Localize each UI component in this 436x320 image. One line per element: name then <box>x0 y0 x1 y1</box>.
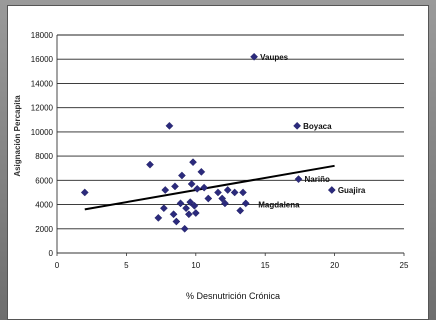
gridlines <box>57 34 404 230</box>
data-point <box>250 52 258 61</box>
data-point <box>182 204 190 213</box>
data-point <box>223 186 232 194</box>
y-tick-label: 16000 <box>31 55 54 64</box>
data-point <box>172 217 181 226</box>
data-point <box>294 175 303 184</box>
annotation-label: Magdalena <box>258 201 300 210</box>
chart-panel <box>7 5 429 320</box>
data-point <box>161 186 170 194</box>
data-point <box>146 160 154 169</box>
data-point <box>218 194 227 203</box>
data-point <box>230 188 239 197</box>
data-point <box>327 186 336 194</box>
data-point <box>178 171 186 180</box>
data-point <box>193 184 202 193</box>
x-tick-label: 0 <box>55 261 60 270</box>
y-axis-title: Asignación Percapita <box>13 95 22 177</box>
y-tick-label: 0 <box>49 249 54 258</box>
axes <box>56 35 405 256</box>
y-tick-label: 18000 <box>31 31 54 40</box>
y-tick-label: 14000 <box>31 79 54 88</box>
data-point <box>221 199 229 208</box>
data-point <box>239 188 247 197</box>
data-point <box>184 210 193 219</box>
trendline <box>84 164 335 211</box>
point-label: Boyaca <box>303 122 332 131</box>
y-tick-label: 12000 <box>31 104 54 113</box>
tick-labels: 0 2000 4000 6000 8000 10000 12000 14000 16000 180… <box>31 31 409 270</box>
point-labels: Vaupes Boyaca Nariño Guajira Magdalena <box>258 53 366 210</box>
data-point <box>200 183 209 192</box>
data-point <box>159 204 168 213</box>
point-label: Guajira <box>338 186 366 195</box>
trendline-group <box>84 164 335 211</box>
data-point <box>191 209 200 217</box>
data-point <box>204 194 213 203</box>
data-point <box>236 206 245 215</box>
data-point <box>80 188 89 197</box>
y-tick-label: 2000 <box>35 225 53 234</box>
data-point <box>197 167 206 176</box>
data-point <box>189 158 197 167</box>
x-tick-label: 25 <box>400 261 409 270</box>
data-point <box>169 210 178 219</box>
data-point <box>186 198 195 207</box>
y-tick-label: 10000 <box>31 128 54 137</box>
data-point <box>180 224 189 233</box>
data-point <box>154 213 163 222</box>
point-label: Nariño <box>305 175 330 184</box>
y-tick-label: 8000 <box>35 152 53 161</box>
x-axis-title: % Desnutrición Crónica <box>186 291 280 301</box>
data-point <box>214 188 222 197</box>
x-tick-label: 5 <box>124 261 129 270</box>
x-tick-label: 10 <box>191 261 200 270</box>
data-point <box>165 121 174 130</box>
point-label: Vaupes <box>260 53 289 62</box>
data-point <box>171 182 179 191</box>
data-point <box>241 199 250 208</box>
data-point <box>293 121 302 130</box>
y-tick-label: 4000 <box>35 201 53 210</box>
data-point <box>190 201 199 210</box>
data-point <box>176 199 185 208</box>
x-tick-label: 20 <box>330 261 339 270</box>
data-points <box>80 52 336 233</box>
x-tick-label: 15 <box>261 261 270 270</box>
y-tick-label: 6000 <box>35 176 53 185</box>
data-point <box>187 180 196 188</box>
